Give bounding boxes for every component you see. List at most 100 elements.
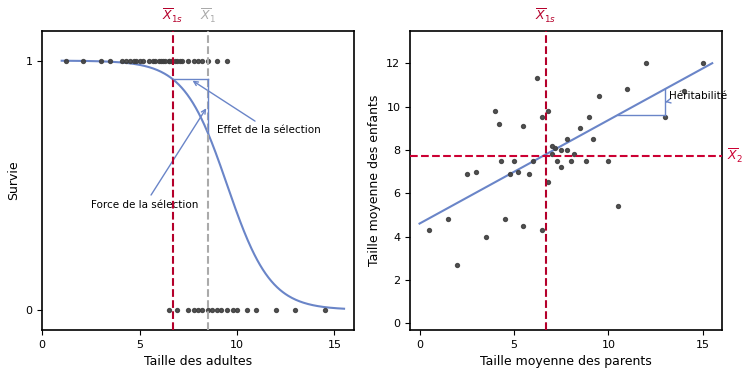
Point: [659, 114, 671, 120]
Point: [157, 58, 169, 64]
Point: [159, 58, 171, 64]
Point: [104, 58, 116, 64]
Point: [423, 227, 435, 233]
Point: [574, 125, 586, 131]
Point: [452, 262, 464, 268]
Point: [211, 307, 223, 313]
Point: [170, 307, 182, 313]
Y-axis label: Taille moyenne des enfants: Taille moyenne des enfants: [368, 94, 381, 266]
Point: [231, 307, 243, 313]
Point: [580, 158, 592, 164]
Point: [149, 58, 161, 64]
Point: [542, 108, 554, 114]
Point: [460, 171, 472, 177]
Point: [587, 136, 599, 142]
Point: [504, 171, 516, 177]
Point: [116, 58, 128, 64]
Point: [555, 147, 567, 153]
Point: [612, 203, 624, 209]
Point: [188, 58, 200, 64]
Point: [536, 114, 548, 120]
Point: [518, 223, 530, 229]
Point: [621, 86, 633, 92]
Point: [593, 93, 605, 99]
Point: [512, 169, 524, 175]
Point: [493, 121, 505, 127]
Text: $\overline{X}_{1s}$: $\overline{X}_{1s}$: [162, 7, 183, 25]
Point: [523, 171, 535, 177]
Point: [147, 58, 159, 64]
Point: [188, 307, 200, 313]
Point: [163, 58, 175, 64]
Point: [206, 307, 218, 313]
Point: [640, 60, 652, 66]
Point: [251, 307, 262, 313]
Text: Effet de la sélection: Effet de la sélection: [194, 81, 321, 135]
Point: [546, 142, 558, 148]
Text: $\overline{X}_{1s}$: $\overline{X}_{1s}$: [536, 7, 556, 25]
Point: [546, 151, 558, 157]
Point: [94, 58, 106, 64]
Point: [290, 307, 302, 313]
Point: [182, 58, 194, 64]
Point: [155, 58, 167, 64]
Point: [202, 307, 214, 313]
Point: [202, 58, 214, 64]
Point: [565, 158, 577, 164]
Text: Héritabilité: Héritabilité: [666, 90, 727, 103]
Point: [59, 58, 71, 64]
Point: [170, 58, 182, 64]
Point: [137, 58, 149, 64]
Point: [134, 58, 146, 64]
Point: [120, 58, 132, 64]
Point: [192, 58, 204, 64]
Point: [530, 75, 542, 81]
Point: [165, 58, 177, 64]
Point: [319, 307, 331, 313]
Y-axis label: Survie: Survie: [7, 160, 20, 200]
Point: [175, 58, 187, 64]
Point: [182, 307, 194, 313]
Point: [542, 179, 554, 185]
Point: [555, 164, 567, 170]
Point: [196, 307, 208, 313]
Point: [196, 58, 208, 64]
Point: [561, 147, 573, 153]
X-axis label: Taille moyenne des parents: Taille moyenne des parents: [480, 355, 652, 368]
Point: [508, 158, 520, 164]
Point: [77, 58, 89, 64]
Point: [227, 307, 239, 313]
Point: [241, 307, 253, 313]
Point: [211, 58, 223, 64]
Text: $\overline{X}_{2}$: $\overline{X}_{2}$: [728, 147, 743, 165]
Point: [489, 108, 501, 114]
Point: [602, 158, 614, 164]
Point: [568, 151, 580, 157]
Point: [550, 145, 562, 151]
Point: [536, 227, 548, 233]
Point: [518, 123, 530, 129]
Point: [480, 234, 492, 240]
Point: [678, 88, 690, 94]
Point: [176, 58, 188, 64]
Point: [143, 58, 155, 64]
Point: [130, 58, 142, 64]
Point: [128, 58, 140, 64]
Text: Force de la sélection: Force de la sélection: [91, 110, 206, 210]
Point: [561, 136, 573, 142]
Point: [221, 58, 233, 64]
Point: [526, 158, 538, 164]
Point: [192, 307, 204, 313]
Point: [221, 307, 233, 313]
Point: [499, 216, 511, 222]
Point: [470, 169, 482, 175]
Point: [153, 58, 165, 64]
Point: [215, 307, 227, 313]
Point: [584, 114, 596, 120]
Point: [697, 60, 709, 66]
Text: $\overline{X}_{1}$: $\overline{X}_{1}$: [200, 7, 216, 25]
Point: [551, 158, 563, 164]
Point: [270, 307, 282, 313]
Point: [169, 58, 181, 64]
Point: [163, 307, 175, 313]
